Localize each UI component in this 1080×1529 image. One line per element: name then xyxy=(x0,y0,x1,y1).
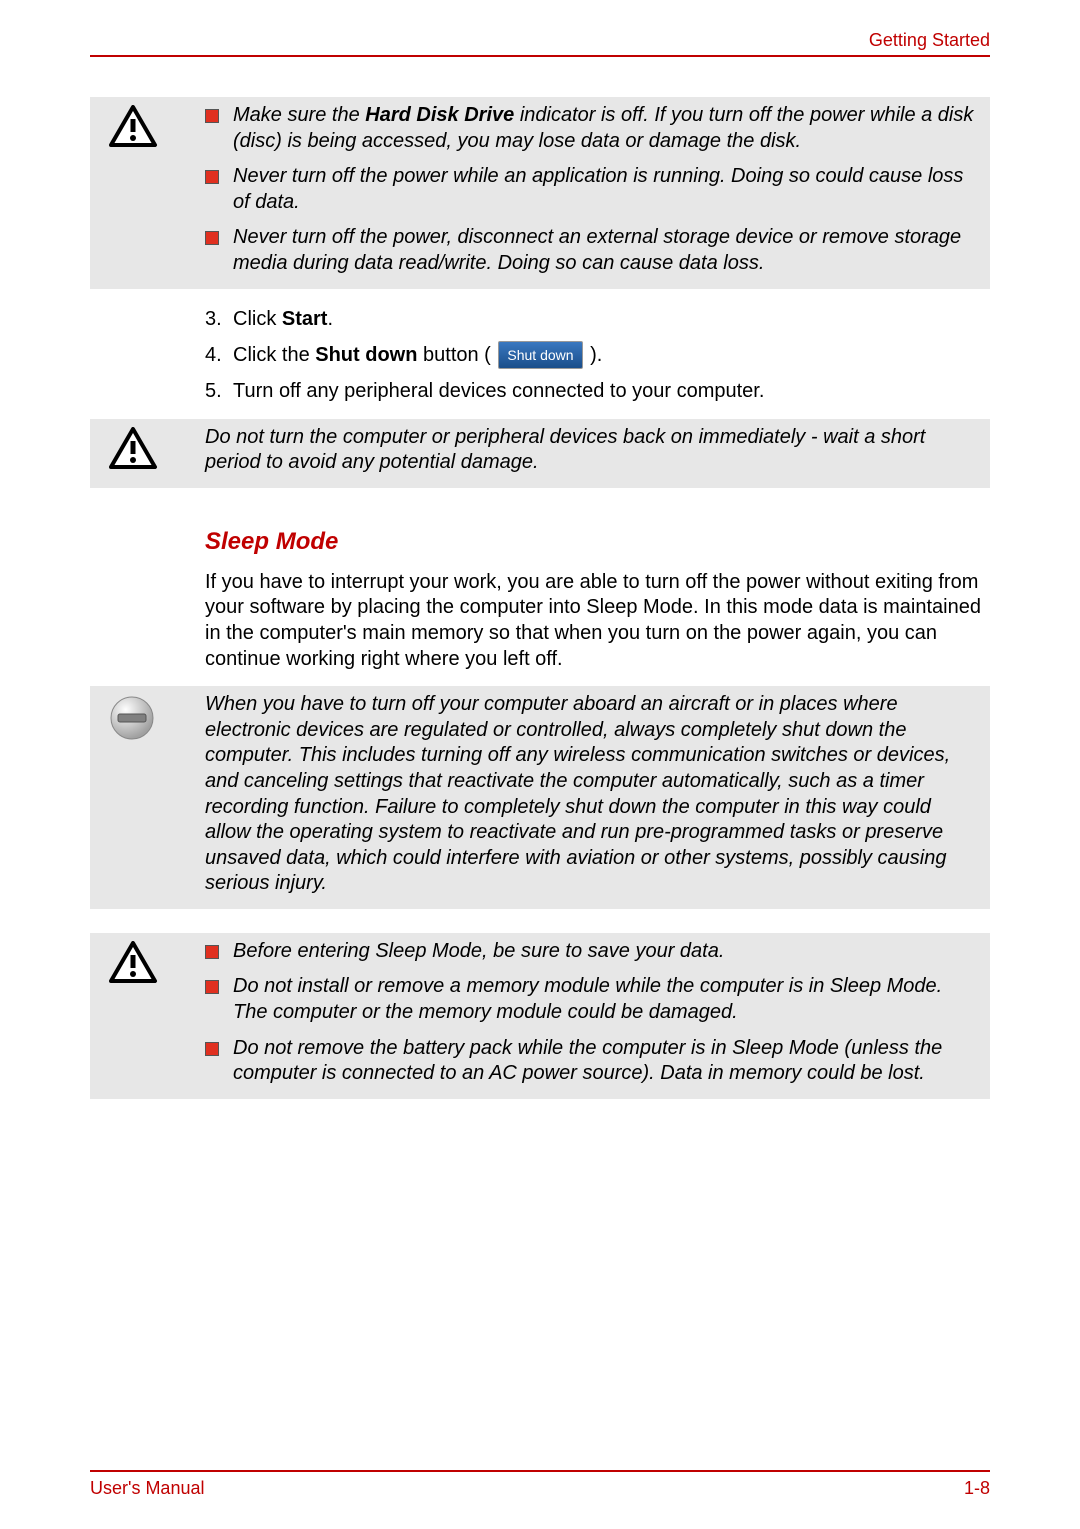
caution-bullet: Never turn off the power while an applic… xyxy=(205,164,980,215)
step: 3. Click Start. xyxy=(205,303,990,335)
bullet-text: Make sure the Hard Disk Drive indicator … xyxy=(233,103,980,154)
step-number: 5. xyxy=(205,375,233,407)
chapter-title: Getting Started xyxy=(869,30,990,50)
step-body: Click the Shut down button ( Shut down )… xyxy=(233,339,990,371)
section-title-sleep-mode: Sleep Mode xyxy=(205,528,990,556)
caution-bullet-list: Before entering Sleep Mode, be sure to s… xyxy=(205,939,980,1087)
caution-callout-wait: Do not turn the computer or peripheral d… xyxy=(90,419,990,488)
caution-bullet: Do not install or remove a memory module… xyxy=(205,974,980,1025)
shut-down-button-graphic: Shut down xyxy=(498,341,582,369)
page-footer: User's Manual 1-8 xyxy=(90,1470,990,1499)
caution-callout-power-off: Make sure the Hard Disk Drive indicator … xyxy=(90,97,990,289)
red-bullet-icon xyxy=(205,231,219,245)
callout-icon-col xyxy=(90,103,205,154)
red-bullet-icon xyxy=(205,1042,219,1056)
footer-right: 1-8 xyxy=(964,1478,990,1499)
red-bullet-icon xyxy=(205,980,219,994)
caution-bullet: Before entering Sleep Mode, be sure to s… xyxy=(205,939,980,965)
callout-body: When you have to turn off your computer … xyxy=(205,692,980,897)
callout-icon-col xyxy=(90,692,205,747)
red-bullet-icon xyxy=(205,945,219,959)
callout-icon-col xyxy=(90,425,205,476)
bullet-text: Never turn off the power while an applic… xyxy=(233,164,980,215)
bullet-text: Never turn off the power, disconnect an … xyxy=(233,225,980,276)
page: Getting Started Make sure the Hard Disk … xyxy=(0,0,1080,1529)
callout-body: Make sure the Hard Disk Drive indicator … xyxy=(205,103,980,277)
procedure-steps: 3. Click Start. 4. Click the Shut down b… xyxy=(205,303,990,407)
prohibit-circle-icon xyxy=(108,694,156,742)
footer-left: User's Manual xyxy=(90,1478,204,1499)
caution-callout-sleep-mode: Before entering Sleep Mode, be sure to s… xyxy=(90,933,990,1099)
caution-triangle-icon xyxy=(108,427,158,471)
bullet-text: Do not install or remove a memory module… xyxy=(233,974,980,1025)
step-body: Click Start. xyxy=(233,303,990,335)
step: 4. Click the Shut down button ( Shut dow… xyxy=(205,339,990,371)
bullet-text: Do not remove the battery pack while the… xyxy=(233,1036,980,1087)
callout-body: Before entering Sleep Mode, be sure to s… xyxy=(205,939,980,1087)
caution-bullet: Never turn off the power, disconnect an … xyxy=(205,225,980,276)
caution-bullet-list: Make sure the Hard Disk Drive indicator … xyxy=(205,103,980,277)
callout-body: Do not turn the computer or peripheral d… xyxy=(205,425,980,476)
caution-triangle-icon xyxy=(108,941,158,985)
prohibit-callout-aircraft: When you have to turn off your computer … xyxy=(90,686,990,909)
page-header: Getting Started xyxy=(90,30,990,57)
caution-bullet: Make sure the Hard Disk Drive indicator … xyxy=(205,103,980,154)
callout-text: When you have to turn off your computer … xyxy=(205,692,980,897)
caution-bullet: Do not remove the battery pack while the… xyxy=(205,1036,980,1087)
sleep-mode-intro: If you have to interrupt your work, you … xyxy=(205,570,990,672)
caution-triangle-icon xyxy=(108,105,158,149)
step: 5. Turn off any peripheral devices conne… xyxy=(205,375,990,407)
red-bullet-icon xyxy=(205,170,219,184)
callout-icon-col xyxy=(90,939,205,990)
bullet-text: Before entering Sleep Mode, be sure to s… xyxy=(233,939,724,965)
callout-text: Do not turn the computer or peripheral d… xyxy=(205,425,980,476)
red-bullet-icon xyxy=(205,109,219,123)
step-number: 4. xyxy=(205,339,233,371)
step-number: 3. xyxy=(205,303,233,335)
page-content: Make sure the Hard Disk Drive indicator … xyxy=(205,97,990,1099)
step-body: Turn off any peripheral devices connecte… xyxy=(233,375,990,407)
